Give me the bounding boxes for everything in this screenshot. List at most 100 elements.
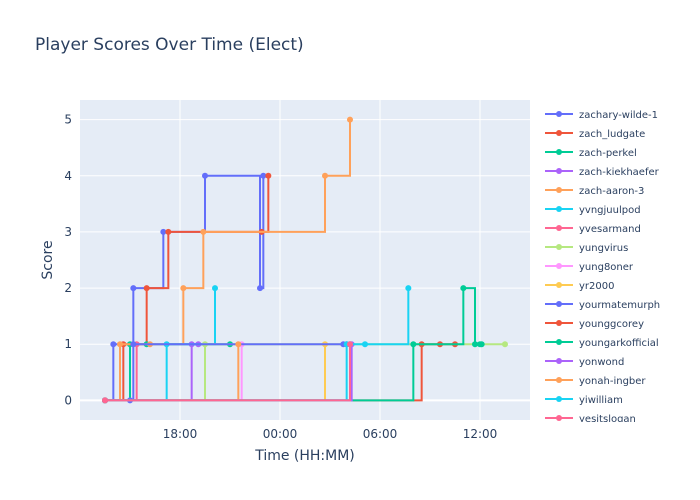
legend-item-yourmatemurph[interactable]: yourmatemurph [545, 300, 660, 311]
data-point [405, 285, 412, 292]
data-point [502, 341, 508, 348]
plot-area [80, 100, 530, 420]
y-tick-labels: 0 1 2 3 4 5 [64, 113, 72, 408]
legend-marker [556, 301, 562, 307]
legend-item-yesitslogan[interactable]: yesitslogan [545, 414, 636, 425]
legend-item-younggcorey[interactable]: younggcorey [545, 319, 644, 330]
legend-item-zachary-wilde-1[interactable]: zachary-wilde-1 [545, 110, 658, 121]
x-tick-label: 06:00 [363, 427, 398, 441]
x-tick-label: 00:00 [263, 427, 298, 441]
legend-marker [556, 282, 562, 288]
legend-label: yungvirus [579, 243, 628, 254]
legend-label: younggcorey [579, 319, 644, 330]
series-youngarkofficial [102, 285, 485, 404]
legend-item-yonwond[interactable]: yonwond [545, 357, 624, 368]
data-point [117, 341, 123, 348]
data-point [202, 172, 208, 179]
data-point [347, 341, 353, 348]
y-tick-label: 2 [64, 281, 72, 295]
legend[interactable]: zachary-wilde-1 zach_ludgate zach-perkel za… [545, 110, 660, 425]
legend-marker [556, 149, 562, 155]
legend-item-yiwilliam[interactable]: yiwilliam [545, 395, 623, 406]
data-point [478, 341, 485, 348]
legend-item-yung8oner[interactable]: yung8oner [545, 262, 634, 273]
data-point [235, 341, 242, 348]
legend-marker [556, 225, 562, 231]
legend-marker [556, 320, 562, 326]
data-point [472, 341, 478, 348]
data-point [143, 285, 150, 292]
legend-label: zachary-wilde-1 [579, 110, 658, 121]
x-tick-label: 18:00 [163, 427, 198, 441]
legend-label: yvesarmand [579, 224, 641, 235]
data-point [460, 285, 467, 292]
series-line [105, 344, 351, 402]
legend-label: zach-aaron-3 [579, 186, 644, 197]
data-point [200, 228, 207, 235]
y-axis-title: Score [40, 240, 56, 279]
legend-item-yr2000[interactable]: yr2000 [545, 281, 614, 292]
y-tick-label: 4 [64, 169, 72, 183]
legend-marker [556, 206, 562, 212]
legend-item-yvesarmand[interactable]: yvesarmand [545, 224, 641, 235]
legend-item-zach-kiekhaefer[interactable]: zach-kiekhaefer [545, 167, 660, 178]
legend-label: yonwond [579, 357, 624, 368]
data-point [102, 397, 108, 404]
legend-label: yr2000 [579, 281, 614, 292]
data-point [257, 285, 263, 292]
legend-marker [556, 187, 562, 193]
x-axis-title: Time (HH:MM) [254, 448, 355, 464]
legend-marker [556, 377, 562, 383]
data-point [362, 341, 368, 348]
series-layer [102, 116, 508, 404]
x-tick-labels: 18:00 00:00 06:00 12:00 [163, 427, 498, 441]
legend-marker [556, 130, 562, 136]
legend-label: zach-kiekhaefer [579, 167, 660, 178]
legend-item-youngarkofficial[interactable]: youngarkofficial [545, 338, 659, 349]
legend-label: youngarkofficial [579, 338, 659, 349]
data-point [212, 285, 218, 292]
y-tick-label: 3 [64, 225, 72, 239]
legend-label: yung8oner [579, 262, 634, 273]
data-point [322, 172, 328, 179]
data-point [260, 172, 267, 179]
legend-label: yesitslogan [579, 414, 636, 425]
chart-title: Player Scores Over Time (Elect) [35, 35, 304, 55]
legend-marker [556, 168, 562, 174]
legend-marker [556, 244, 562, 250]
legend-marker [556, 263, 562, 269]
data-point [130, 285, 137, 292]
legend-label: yourmatemurph [579, 300, 660, 311]
legend-marker [556, 415, 562, 421]
legend-item-yungvirus[interactable]: yungvirus [545, 243, 628, 254]
legend-item-yonah-ingber[interactable]: yonah-ingber [545, 376, 646, 387]
data-point [160, 228, 167, 235]
y-tick-label: 0 [64, 393, 72, 407]
legend-marker [556, 358, 562, 364]
series-yesitslogan [102, 341, 353, 404]
data-point [130, 341, 137, 348]
data-point [110, 341, 117, 348]
legend-label: zach_ludgate [579, 129, 645, 140]
data-point [265, 172, 272, 179]
legend-marker [556, 339, 562, 345]
legend-label: yonah-ingber [579, 376, 646, 387]
legend-item-zach_ludgate[interactable]: zach_ludgate [545, 129, 645, 140]
y-tick-label: 5 [64, 113, 72, 127]
legend-marker [556, 111, 562, 117]
data-point [180, 285, 187, 292]
legend-label: yvngjuulpod [579, 205, 641, 216]
legend-item-zach-aaron-3[interactable]: zach-aaron-3 [545, 186, 644, 197]
data-point [410, 341, 417, 348]
data-point [165, 228, 172, 235]
legend-item-yvngjuulpod[interactable]: yvngjuulpod [545, 205, 641, 216]
legend-label: yiwilliam [579, 395, 623, 406]
legend-marker [556, 396, 562, 402]
legend-label: zach-perkel [579, 148, 637, 159]
legend-item-zach-perkel[interactable]: zach-perkel [545, 148, 637, 159]
y-tick-label: 1 [64, 337, 72, 351]
series-line [105, 119, 351, 402]
x-tick-label: 12:00 [463, 427, 498, 441]
data-point [347, 116, 353, 123]
